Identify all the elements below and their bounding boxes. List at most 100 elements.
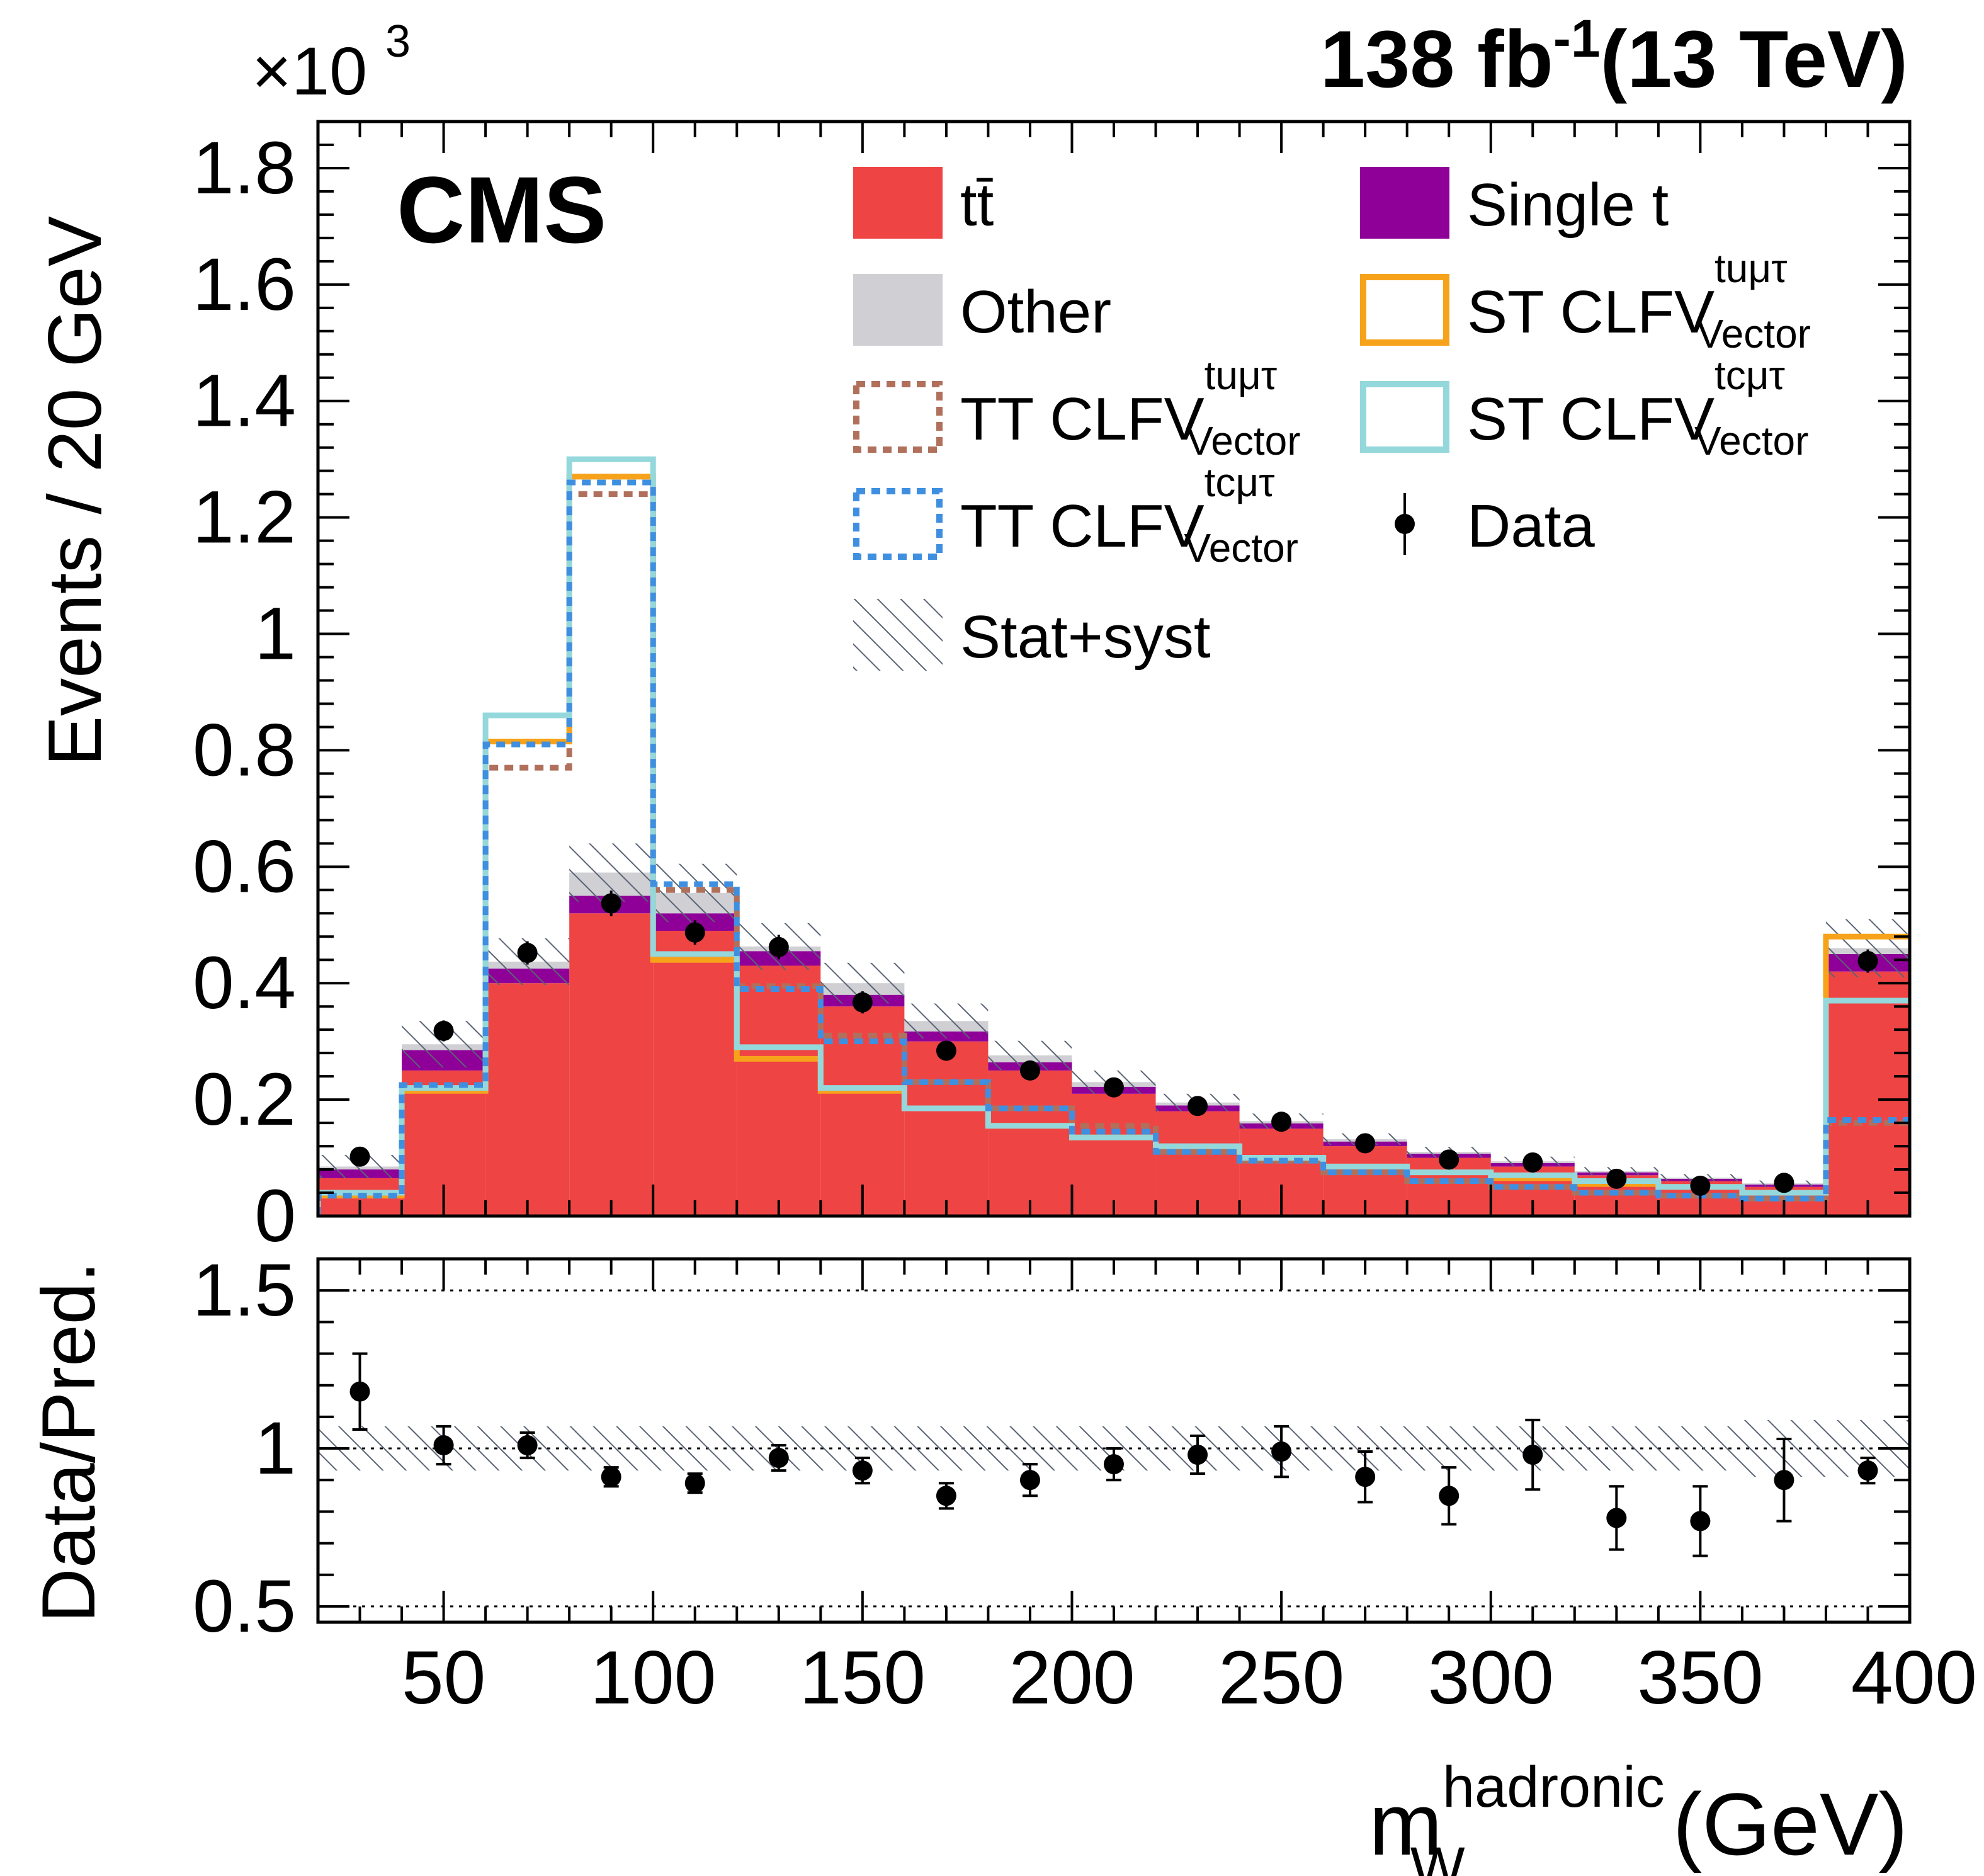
ratio-point [1690,1511,1711,1532]
legend-entry-ttbar: tt̄ [853,167,994,239]
data-point [433,1021,454,1042]
ratio-band-bin [569,1426,654,1471]
stack-bar-ttbar [485,983,570,1216]
ratio-y-axis-title: Data/Pred. [26,1261,111,1623]
data-point [517,943,538,964]
signal-tt-clfv-tc-line [318,479,1910,1216]
data-points [349,890,1878,1196]
legend-entry-single_t: Single t [1360,167,1669,239]
ratio-band-bin [1658,1426,1742,1471]
legend-swatch [853,599,943,671]
ratio-point [1522,1445,1543,1465]
legend-label: TT CLFVtuμτ Vector [960,353,1301,463]
ratio-point [1774,1470,1794,1491]
lumi-exponent: -1 [1553,9,1601,68]
x-axis-title-sup: hadronic [1443,1755,1665,1819]
legend-swatch [853,488,943,560]
data-point [1522,1152,1543,1173]
ratio-point [349,1381,370,1402]
legend-entry-st_tu: ST CLFVtuμτ Vector [1360,246,1811,356]
legend-swatch [853,167,943,239]
legend-entry-st_tc: ST CLFVtcμτ Vector [1360,353,1808,463]
stack-bar-ttbar [904,1041,989,1216]
legend-entry-data: Data [1395,492,1595,560]
legend-label: ST CLFVtuμτ Vector [1467,246,1811,356]
lumi-label: 138 fb-1(13 TeV) [1320,9,1908,105]
legend-label: ST CLFVtcμτ Vector [1467,353,1808,463]
data-point [1355,1133,1376,1154]
legend-swatch [853,381,943,453]
energy-label: (13 TeV) [1601,14,1908,105]
ratio-point [517,1435,538,1456]
main-y-axis-title: Events / 20 GeV [33,216,117,766]
ratio-panel: 0.5 1 1.5 50 100 150 200 250 300 350 400 Data/Pred… [26,1249,1977,1876]
main-plot-clip [318,456,1910,1216]
legend-entry-unc: Stat+syst [853,599,1211,671]
data-point [1019,1060,1040,1081]
ratio-point [1188,1445,1208,1465]
ratio-point [1019,1470,1040,1491]
ratio-band-bin [1407,1426,1491,1471]
legend-label: tt̄ [960,171,994,239]
ratio-point [852,1460,873,1481]
data-point [684,922,705,943]
stack-bar-ttbar [1825,971,1910,1216]
main-y-tick-label: 0.6 [193,825,296,908]
data-point [601,893,621,914]
ratio-point [1355,1467,1376,1487]
main-y-tick-label: 0.4 [193,941,296,1025]
ratio-point [936,1486,956,1506]
x-axis-title-symbol: m [1369,1775,1443,1873]
data-point [1606,1168,1627,1189]
legend-swatch [1360,381,1449,453]
legend-entry-tt_tu: TT CLFVtuμτ Vector [853,353,1301,463]
ratio-plot-clip [318,1289,1910,1608]
ratio-axis-ticks: 0.5 1 1.5 50 100 150 200 250 300 350 400 [193,1249,1977,1720]
stack-bar-ttbar [1155,1111,1240,1216]
legend-swatch [1360,167,1449,239]
legend-label: Data [1467,492,1595,560]
main-y-tick-label: 0 [254,1174,296,1258]
ratio-band-bin [1574,1426,1658,1471]
legend-label: Other [960,278,1111,346]
ratio-plot-area [318,1289,1910,1608]
x-tick-label: 300 [1428,1635,1554,1720]
x-tick-label: 100 [590,1635,716,1720]
stack-bar-ttbar [653,931,737,1216]
x-tick-label: 250 [1218,1635,1344,1720]
data-point [1104,1077,1124,1098]
ratio-point [1606,1508,1627,1528]
x-axis-title-sub: W [1410,1836,1465,1876]
ratio-points [349,1352,1878,1557]
main-y-tick-label: 1 [254,593,296,676]
main-y-tick-label: 1.8 [193,127,296,210]
x-tick-label: 200 [1009,1635,1135,1720]
ratio-y-tick-label: 1.5 [193,1249,296,1332]
ratio-point [601,1467,621,1487]
data-point [936,1040,956,1061]
legend-entry-other: Other [853,274,1111,346]
legend-swatch [1360,274,1449,346]
ratio-point [1271,1441,1292,1462]
ratio-band-bin [653,1426,737,1471]
main-y-tick-label: 1.4 [193,360,296,443]
ratio-point [768,1448,789,1469]
ratio-point [433,1435,454,1456]
stack-bar-ttbar-series [318,913,1910,1216]
x-tick-label: 50 [402,1635,485,1720]
data-point [1439,1149,1460,1170]
ratio-y-tick-label: 0.5 [193,1565,296,1648]
main-plot-area [318,456,1910,1216]
main-y-tick-label: 1.6 [193,243,296,326]
y-multiplier-text: ×10 [252,33,367,109]
data-point [349,1146,370,1167]
data-point [852,992,873,1013]
stack-bar-ttbar [988,1070,1072,1216]
x-tick-label: 150 [800,1635,926,1720]
legend-label: Single t [1467,171,1669,239]
data-point [1188,1096,1208,1117]
stack-bar-ttbar [1072,1093,1156,1216]
legend-swatch [853,274,943,346]
legend: tt̄ Single t Other ST CLFVtuμτ Vector TT CLFV… [853,167,1811,671]
